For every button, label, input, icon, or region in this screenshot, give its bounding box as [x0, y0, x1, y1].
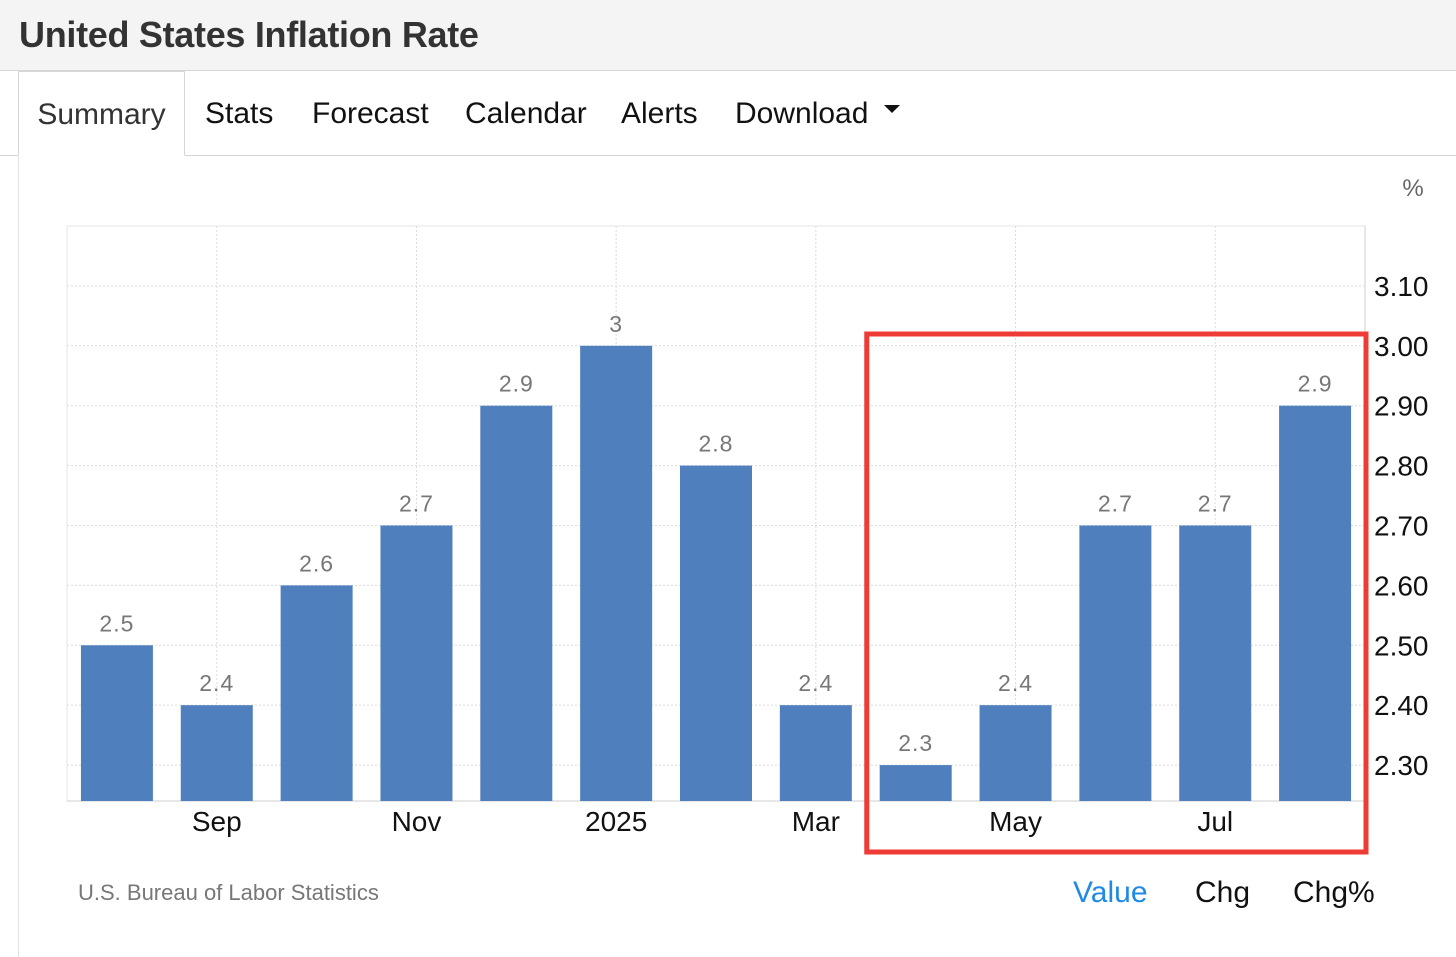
bar-value-label: 2.9 [499, 371, 534, 397]
tab-bar: Summary Stats Forecast Calendar Alerts D… [0, 71, 1456, 156]
tab-calendar-label: Calendar [465, 97, 587, 130]
bar[interactable] [1079, 525, 1152, 801]
data-source: U.S. Bureau of Labor Statistics [78, 880, 379, 905]
bar-value-label: 2.6 [299, 550, 334, 576]
x-tick-label: 2025 [585, 806, 647, 837]
x-tick-label: Sep [192, 806, 242, 837]
bar[interactable] [580, 345, 653, 801]
tab-summary[interactable]: Summary [18, 71, 185, 156]
toggle-chg[interactable]: Chg [1195, 876, 1251, 909]
bar[interactable] [979, 705, 1052, 801]
bar[interactable] [380, 525, 453, 801]
bar-value-label: 2.5 [99, 610, 134, 636]
chart-value-labels: 2.5 2.4 2.6 2.7 2.9 3 2.8 2.4 2.3 2.4 2.7 2.7 2.9 [99, 311, 1333, 756]
bar[interactable] [180, 705, 253, 801]
bar-value-label: 2.7 [1098, 490, 1133, 516]
toggle-chg-percent[interactable]: Chg% [1293, 876, 1375, 909]
bar[interactable] [80, 645, 153, 801]
bar[interactable] [480, 405, 553, 801]
tab-forecast-label: Forecast [312, 97, 429, 130]
tab-download[interactable]: Download [735, 71, 901, 156]
chart-bars [80, 345, 1352, 801]
page-title: United States Inflation Rate [19, 14, 479, 55]
content-frame [18, 156, 1456, 957]
y-unit-label: % [1402, 175, 1423, 202]
tab-calendar[interactable]: Calendar [465, 71, 587, 156]
bar[interactable] [779, 705, 852, 801]
tab-stats-label: Stats [205, 97, 274, 130]
x-tick-label: May [989, 806, 1042, 837]
bar-value-label: 2.4 [998, 670, 1033, 696]
bar[interactable] [1279, 405, 1352, 801]
y-tick-label: 3.10 [1374, 271, 1429, 302]
bar-value-label: 2.4 [798, 670, 833, 696]
tab-alerts-label: Alerts [621, 97, 698, 130]
y-tick-label: 2.70 [1374, 510, 1429, 541]
caret-down-icon [884, 105, 901, 114]
bar[interactable] [680, 465, 752, 801]
bar-value-label: 2.7 [1198, 490, 1233, 516]
y-tick-label: 2.80 [1374, 451, 1429, 482]
x-tick-label: Nov [392, 806, 442, 837]
y-tick-label: 2.60 [1374, 570, 1429, 601]
bar-value-label: 2.7 [399, 490, 434, 516]
tab-download-label: Download [735, 97, 869, 130]
tab-forecast[interactable]: Forecast [312, 71, 429, 156]
chart-y-axis: 2.30 2.40 2.50 2.60 2.70 2.80 2.90 3.00 3.10 [1374, 271, 1429, 781]
bar[interactable] [879, 765, 952, 801]
y-tick-label: 2.40 [1374, 690, 1429, 721]
toggle-value[interactable]: Value [1073, 876, 1148, 909]
tab-alerts[interactable]: Alerts [621, 71, 698, 156]
bar[interactable] [1179, 525, 1252, 801]
y-tick-label: 2.90 [1374, 391, 1429, 422]
bar-value-label: 2.8 [699, 431, 734, 457]
chart-x-axis: Sep Nov 2025 Mar May Jul [192, 806, 1233, 837]
highlight-box [864, 331, 1369, 855]
bar-value-label: 2.9 [1298, 371, 1333, 397]
y-tick-label: 2.50 [1374, 630, 1429, 661]
bar-value-label: 2.4 [199, 670, 234, 696]
tab-summary-label: Summary [37, 98, 166, 131]
y-tick-label: 2.30 [1374, 750, 1429, 781]
x-tick-label: Mar [792, 806, 840, 837]
bar-value-label: 2.3 [898, 730, 933, 756]
x-tick-label: Jul [1197, 806, 1233, 837]
tab-stats[interactable]: Stats [205, 71, 273, 156]
y-tick-label: 3.00 [1374, 331, 1429, 362]
bar-value-label: 3 [609, 311, 623, 337]
bar[interactable] [280, 585, 353, 801]
page-header: United States Inflation Rate [0, 0, 1456, 71]
